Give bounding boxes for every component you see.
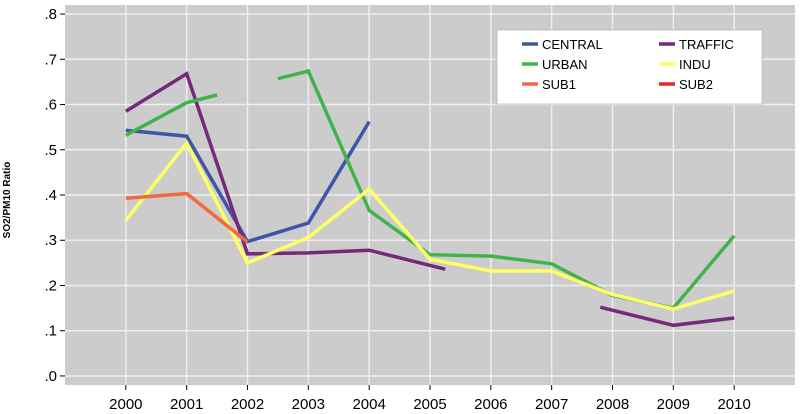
x-tick-label: 2001 (170, 396, 203, 413)
y-tick-label: .4 (44, 187, 57, 204)
legend: CENTRAL TRAFFIC URBAN INDU SUB1 SUB2 (496, 29, 763, 105)
legend-label-traffic: TRAFFIC (679, 37, 734, 52)
legend-label-urban: URBAN (542, 57, 588, 72)
x-tick-label: 2002 (231, 396, 264, 413)
x-tick-label: 2000 (109, 396, 142, 413)
legend-box (496, 29, 763, 105)
x-tick-label: 2010 (717, 396, 750, 413)
x-tick-label: 2004 (352, 396, 385, 413)
y-tick-label: .3 (44, 232, 57, 249)
legend-label-indu: INDU (679, 57, 711, 72)
y-tick-label: .0 (44, 368, 57, 385)
y-tick-label: .8 (44, 6, 57, 23)
x-tick-label: 2005 (413, 396, 446, 413)
x-tick-label: 2009 (657, 396, 690, 413)
y-axis-ticks: .0 .1 .2 .3 .4 .5 .6 .7 .8 (44, 6, 65, 385)
series-line-traffic-1 (124, 71, 446, 271)
legend-label-sub2: SUB2 (679, 77, 713, 92)
x-tick-label: 2006 (474, 396, 507, 413)
y-tick-label: .6 (44, 97, 57, 114)
y-tick-label: .1 (44, 323, 57, 340)
y-tick-label: .2 (44, 277, 57, 294)
x-tick-label: 2008 (596, 396, 629, 413)
y-tick-label: .7 (44, 51, 57, 68)
legend-label-sub1: SUB1 (542, 77, 576, 92)
series-lines (124, 68, 736, 328)
x-tick-label: 2003 (292, 396, 325, 413)
series-line-sub1-1 (125, 191, 249, 244)
series-line-indu-1 (124, 139, 735, 311)
legend-label-central: CENTRAL (542, 37, 603, 52)
y-tick-label: .5 (44, 142, 57, 159)
y-axis-label: SO2/PM10 Ratio (2, 162, 13, 239)
series-line-urban-1 (124, 93, 218, 137)
series-line-traffic-2 (599, 305, 735, 328)
x-axis-ticks: 2000 2001 2002 2003 2004 2005 2006 2007 2008 2009… (109, 385, 751, 413)
x-tick-label: 2007 (535, 396, 568, 413)
